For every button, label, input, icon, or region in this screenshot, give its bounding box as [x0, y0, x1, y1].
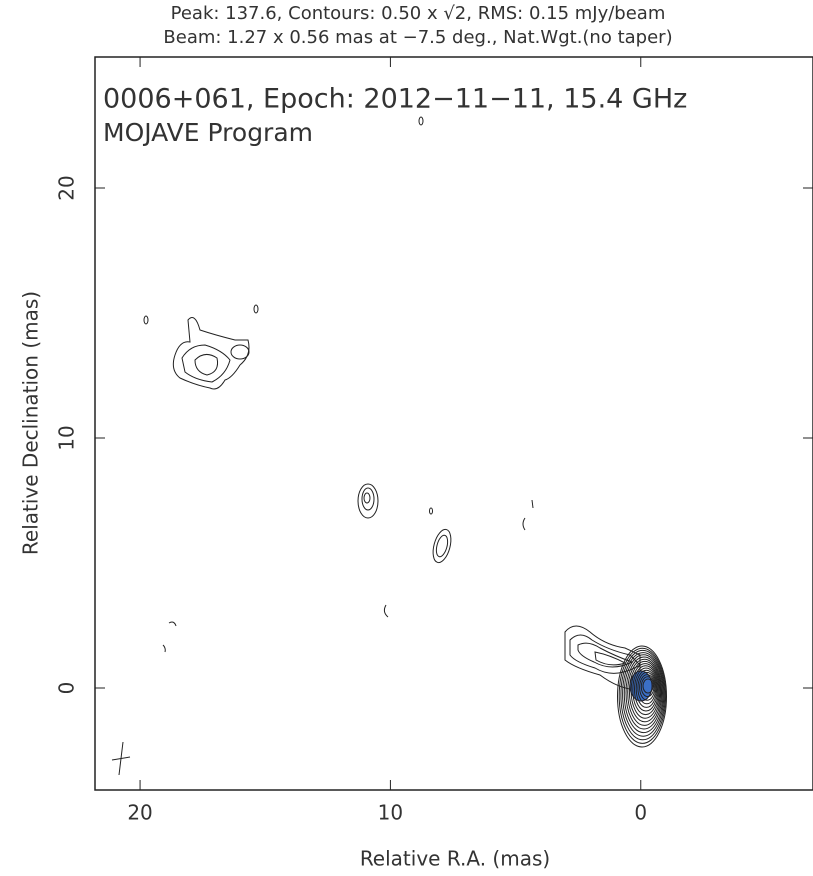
plot-frame: [95, 57, 813, 790]
contour-map: [112, 117, 667, 775]
x-tick-label: 10: [378, 801, 403, 825]
x-tick-label: 20: [127, 801, 152, 825]
chart: Peak: 137.6, Contours: 0.50 x √2, RMS: 0…: [0, 0, 813, 876]
header-line: Peak: 137.6, Contours: 0.50 x √2, RMS: 0…: [171, 3, 666, 24]
header-line: Beam: 1.27 x 0.56 mas at −7.5 deg., Nat.…: [163, 27, 672, 48]
x-tick-label: 0: [634, 801, 647, 825]
y-axis-label: Relative Declination (mas): [19, 291, 43, 555]
page: Peak: 137.6, Contours: 0.50 x √2, RMS: 0…: [0, 0, 813, 876]
beam-cross: [112, 742, 130, 775]
chart-title: 0006+061, Epoch: 2012−11−11, 15.4 GHz: [103, 84, 687, 115]
chart-subtitle: MOJAVE Program: [103, 118, 313, 147]
x-axis-label: Relative R.A. (mas): [360, 847, 550, 871]
y-tick-label: 10: [55, 425, 79, 450]
y-tick-label: 0: [55, 682, 79, 695]
y-tick-label: 20: [55, 175, 79, 200]
